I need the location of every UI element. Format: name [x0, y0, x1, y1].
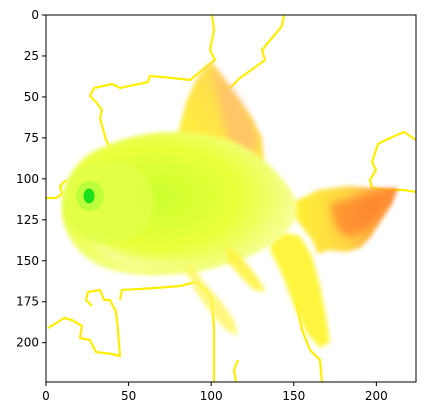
y-tick-label: 200: [16, 336, 39, 350]
contour-bottom-right: [294, 299, 324, 382]
axes-frame: [45, 14, 417, 383]
contour-left-mid: [47, 288, 122, 358]
y-tick-label: 50: [24, 90, 39, 104]
x-tick-label: 0: [42, 389, 50, 403]
y-tick-label: 75: [24, 131, 39, 145]
fish-head: [62, 160, 154, 244]
contour-bottom-stub: [232, 359, 240, 382]
x-tick-label: 150: [282, 389, 305, 403]
goldfish: [62, 62, 398, 348]
dorsal-fin-rays: [212, 66, 258, 160]
anal-fin: [226, 244, 266, 292]
y-tick-label: 0: [31, 8, 39, 22]
y-tick-label: 100: [16, 172, 39, 186]
fish-belly: [84, 226, 236, 269]
image-area: [46, 15, 416, 382]
x-tick-label: 100: [200, 389, 223, 403]
tail-lower-lobe: [270, 230, 330, 348]
y-tick-label: 125: [16, 213, 39, 227]
x-tick-label: 50: [121, 389, 136, 403]
tail-fin-orange: [330, 192, 388, 238]
eye-pupil: [83, 188, 95, 204]
y-tick-label: 25: [24, 49, 39, 63]
contour-top-right: [221, 15, 286, 92]
contour-top-left: [88, 15, 217, 171]
y-tick-label: 150: [16, 254, 39, 268]
y-tick-label: 175: [16, 295, 39, 309]
x-tick-label: 200: [365, 389, 388, 403]
contour-left-edge: [46, 179, 67, 200]
pelvic-fin: [186, 262, 238, 336]
x-axis: 0 50 100 150 200: [42, 382, 388, 403]
y-axis: 0 25 50 75 100 125 150 175 200: [16, 8, 46, 350]
